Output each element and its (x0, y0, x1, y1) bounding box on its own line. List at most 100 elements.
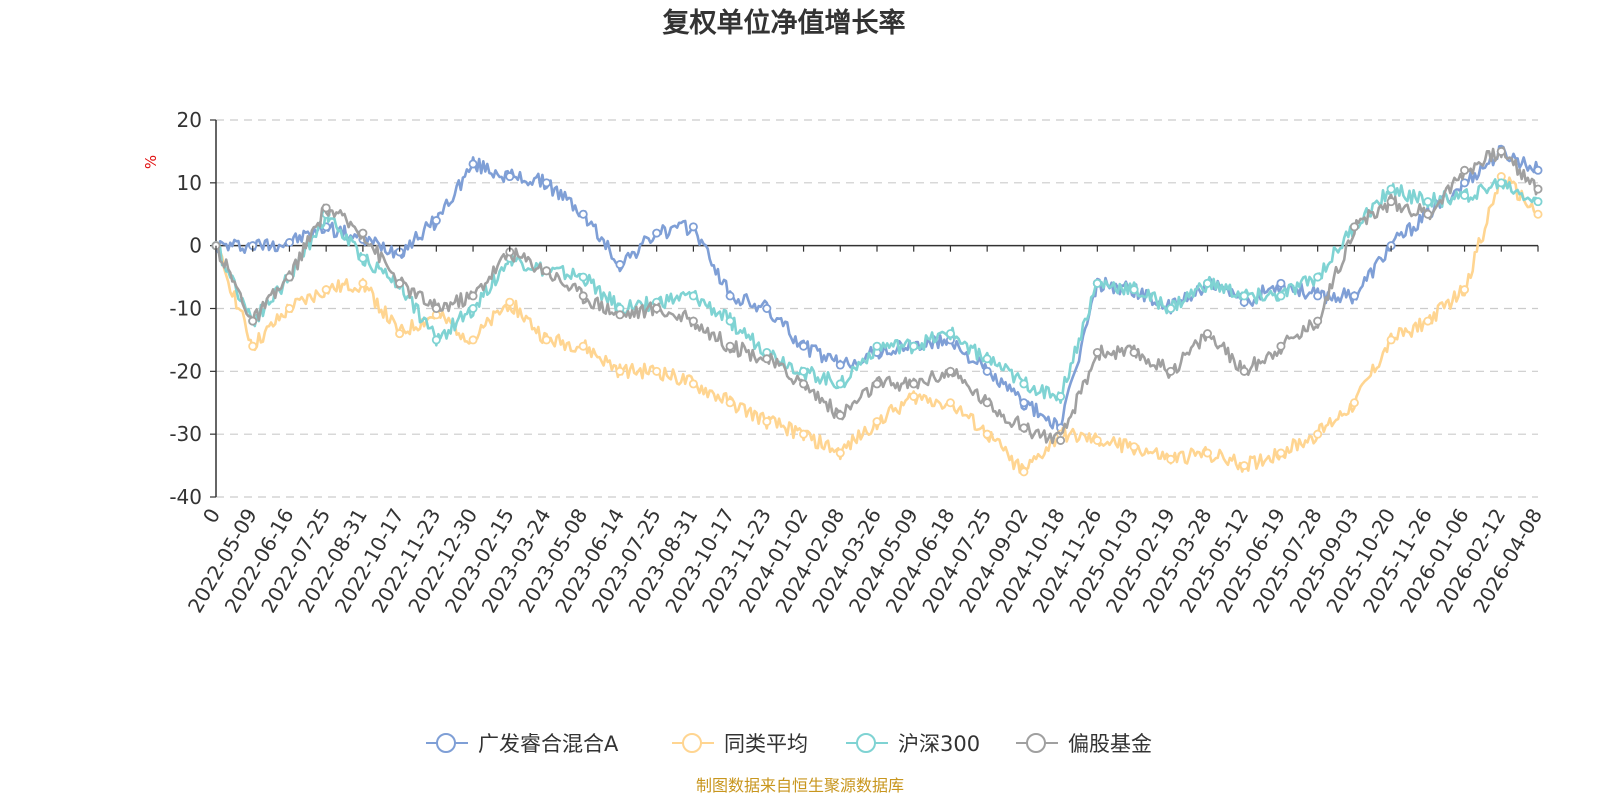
legend-label[interactable]: 广发睿合混合A (478, 732, 619, 756)
data-point (652, 366, 662, 376)
series-line-1 (215, 173, 1539, 474)
data-point (1313, 272, 1323, 282)
data-point (358, 228, 368, 238)
y-tick-label: -30 (169, 422, 202, 446)
legend-label[interactable]: 偏股基金 (1068, 732, 1152, 756)
data-point (248, 341, 258, 351)
data-point (799, 379, 809, 389)
data-point (1496, 146, 1506, 156)
data-point (1129, 442, 1139, 452)
data-point (1276, 448, 1286, 458)
data-point (542, 335, 552, 345)
data-point (1203, 278, 1213, 288)
data-point (615, 310, 625, 320)
data-point (1203, 448, 1213, 458)
y-tick-label: 10 (177, 171, 202, 195)
data-point (909, 391, 919, 401)
data-point (284, 272, 294, 282)
data-point (1386, 184, 1396, 194)
data-point (505, 297, 515, 307)
data-point (1460, 190, 1470, 200)
data-point (688, 316, 698, 326)
data-point (284, 238, 294, 248)
data-point (725, 398, 735, 408)
legend-label[interactable]: 同类平均 (724, 732, 808, 756)
data-point (468, 335, 478, 345)
data-point (542, 178, 552, 188)
data-point (1019, 467, 1029, 477)
y-tick-label: 20 (177, 108, 202, 132)
y-tick-label: -20 (169, 359, 202, 383)
y-tick-label: -40 (169, 485, 202, 509)
data-point (1092, 347, 1102, 357)
data-point (799, 429, 809, 439)
data-point (872, 341, 882, 351)
data-point (395, 329, 405, 339)
data-point (468, 303, 478, 313)
x-tick-label: 0 (198, 504, 225, 527)
data-point (321, 285, 331, 295)
legend-marker (682, 733, 702, 753)
data-point (578, 209, 588, 219)
data-point (1313, 291, 1323, 301)
data-point (358, 253, 368, 263)
data-point (1349, 291, 1359, 301)
series-line-3 (215, 146, 1540, 445)
data-point (1460, 178, 1470, 188)
data-point (284, 303, 294, 313)
data-point (542, 266, 552, 276)
data-point (799, 341, 809, 351)
data-point (762, 417, 772, 427)
data-point (799, 366, 809, 376)
data-point (725, 316, 735, 326)
data-point (1092, 278, 1102, 288)
data-point (652, 228, 662, 238)
data-point (982, 429, 992, 439)
data-point (1166, 454, 1176, 464)
data-point (762, 303, 772, 313)
data-point (1166, 366, 1176, 376)
data-point (248, 316, 258, 326)
data-point (725, 341, 735, 351)
data-point (909, 341, 919, 351)
data-point (1056, 435, 1066, 445)
data-point (1349, 222, 1359, 232)
data-point (1533, 209, 1543, 219)
data-point (615, 366, 625, 376)
data-point (945, 366, 955, 376)
chart-title: 复权单位净值增长率 (663, 7, 906, 39)
data-point (1386, 197, 1396, 207)
data-point (468, 291, 478, 301)
data-point (395, 278, 405, 288)
data-point (1056, 391, 1066, 401)
data-point (945, 398, 955, 408)
y-axis-ticks: 20 10 0 -10 -20 -30 -40 (169, 108, 216, 509)
data-point (1129, 347, 1139, 357)
data-point (1533, 197, 1543, 207)
data-point (835, 410, 845, 420)
y-tick-label: 0 (189, 234, 202, 258)
data-point (688, 379, 698, 389)
data-point (615, 260, 625, 270)
data-point (1349, 398, 1359, 408)
data-point (1239, 461, 1249, 471)
data-point (1423, 197, 1433, 207)
series-lines (211, 144, 1543, 477)
data-point (1423, 316, 1433, 326)
y-axis-unit: % (142, 155, 160, 169)
data-point (431, 216, 441, 226)
data-point (1533, 165, 1543, 175)
data-point (1423, 209, 1433, 219)
data-point (1019, 398, 1029, 408)
data-point (652, 303, 662, 313)
legend-label[interactable]: 沪深300 (898, 732, 980, 756)
data-point (835, 448, 845, 458)
data-point (982, 366, 992, 376)
data-point (909, 379, 919, 389)
data-point (945, 329, 955, 339)
legend-marker (1026, 733, 1046, 753)
data-point (1460, 285, 1470, 295)
data-point (1129, 285, 1139, 295)
data-point (321, 203, 331, 213)
